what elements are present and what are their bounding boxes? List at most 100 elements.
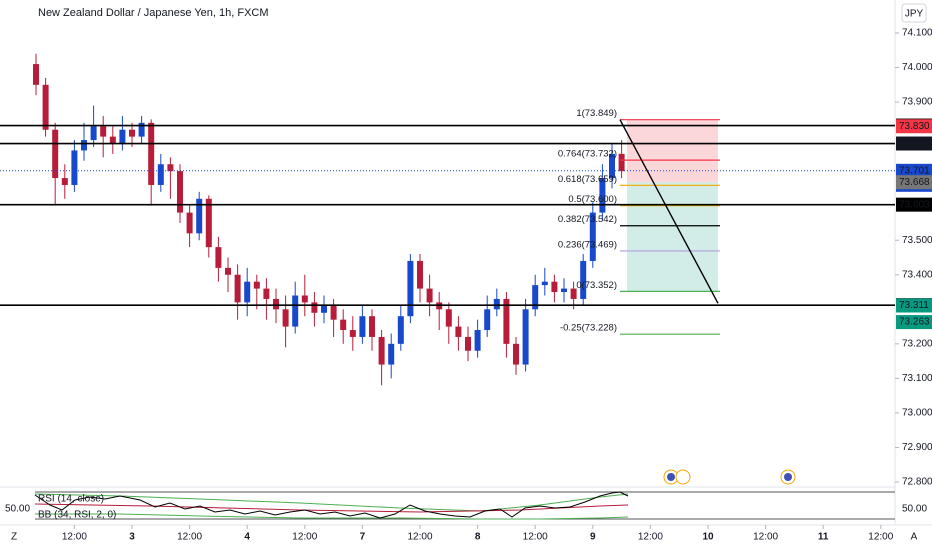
- candle-body: [157, 164, 164, 185]
- candle-body: [369, 316, 375, 337]
- bb-lower: [35, 513, 629, 520]
- candle-body: [599, 178, 606, 213]
- fib-label: 0.618(73.659): [558, 174, 617, 185]
- candle-body: [426, 288, 433, 303]
- candle-body: [503, 298, 510, 344]
- candle-body: [109, 136, 116, 144]
- x-tick-label: 7: [360, 532, 366, 543]
- candle-body: [100, 126, 107, 137]
- candle-body: [263, 288, 270, 299]
- y-tick-label: 74.000: [902, 62, 932, 73]
- x-tick-label: 12:00: [523, 532, 548, 543]
- price-label-bg: [896, 175, 932, 190]
- candle-body: [541, 281, 548, 286]
- currency-label[interactable]: JPY: [905, 9, 924, 20]
- x-tick-label: 4: [244, 532, 250, 543]
- candle-body: [225, 267, 231, 275]
- price-label-bg: [896, 136, 932, 151]
- y-tick-label: 73.400: [902, 269, 932, 280]
- candle-body: [561, 288, 567, 293]
- candle-body: [138, 122, 145, 137]
- x-tick-label: 8: [475, 532, 481, 543]
- candle-body: [311, 302, 318, 313]
- x-tick-label: 10: [702, 532, 714, 543]
- event-icon[interactable]: [675, 469, 691, 485]
- candle-body: [330, 305, 337, 320]
- candle-body: [618, 153, 625, 172]
- candle-body: [129, 129, 135, 137]
- candle-body: [71, 150, 78, 185]
- candle-body: [61, 178, 68, 185]
- candle-body: [234, 274, 241, 303]
- candle-body: [388, 343, 395, 365]
- candle-body: [407, 260, 414, 317]
- candle-body: [522, 309, 529, 365]
- candle-body: [474, 330, 481, 351]
- y-tick-label: 73.100: [902, 373, 932, 384]
- candle-body: [359, 316, 366, 337]
- candle-body: [244, 281, 251, 303]
- candle-body: [119, 129, 126, 144]
- candle-body: [349, 330, 356, 337]
- candle-body: [33, 64, 39, 85]
- y-tick-label: 73.000: [902, 408, 932, 419]
- x-tick-label: 12:00: [868, 532, 893, 543]
- fib-label: 1(73.849): [576, 108, 617, 119]
- candle-body: [551, 281, 558, 293]
- candle-body: [81, 140, 87, 151]
- corner-right[interactable]: A: [911, 532, 918, 543]
- bb-basis: [34, 503, 629, 513]
- y-tick-label: 73.900: [902, 97, 932, 108]
- candle-body: [90, 126, 97, 141]
- candle-body: [273, 298, 279, 310]
- candle-body: [52, 129, 59, 179]
- fib-label: 0.764(73.732): [558, 149, 617, 160]
- candle-body: [378, 336, 385, 365]
- y-tick-label: 73.200: [902, 338, 932, 349]
- position-diagonal: [619, 119, 719, 304]
- fib-label: 0.5(73.600): [568, 194, 617, 205]
- candle-body: [445, 309, 452, 327]
- rsi-level-left: 50.00: [5, 504, 30, 515]
- fib-label: 0.382(73.542): [558, 214, 617, 225]
- candle-body: [148, 122, 155, 185]
- x-tick-label: 12:00: [292, 532, 317, 543]
- candle-body: [253, 281, 260, 289]
- candle-body: [532, 285, 539, 310]
- price-label-bg: [896, 315, 932, 330]
- stop-zone: [627, 119, 718, 183]
- price-label-bg: [896, 197, 932, 212]
- price-label: 73.830: [899, 121, 930, 132]
- candle-body: [340, 319, 347, 331]
- x-tick-label: 12:00: [407, 532, 432, 543]
- candle-body: [580, 260, 587, 299]
- price-label: 73.668: [899, 177, 930, 188]
- candle-body: [417, 260, 423, 289]
- candle-body: [301, 295, 308, 303]
- x-tick-label: 12:00: [753, 532, 778, 543]
- x-tick-label: 12:00: [177, 532, 202, 543]
- candle-body: [282, 309, 289, 327]
- candle-body: [455, 326, 462, 337]
- currency-button[interactable]: [901, 3, 927, 23]
- candle-body: [196, 198, 203, 234]
- y-tick-label: 72.800: [902, 477, 932, 488]
- candle-body: [186, 212, 193, 234]
- fib-label: 0.236(73.469): [558, 239, 617, 250]
- x-tick-label: 3: [129, 532, 135, 543]
- candle-body: [215, 247, 222, 268]
- candle-body: [292, 295, 299, 327]
- event-icon-dot: [667, 473, 675, 481]
- price-label: 73.701: [899, 165, 930, 176]
- candle-body: [465, 336, 471, 351]
- event-icon-dot: [784, 473, 792, 481]
- rsi-label: RSI (14, close): [38, 494, 104, 505]
- candle-body: [513, 343, 519, 365]
- y-tick-label: 74.100: [902, 28, 932, 39]
- candle-body: [609, 153, 615, 179]
- price-label-bg: [896, 298, 932, 313]
- candle-body: [589, 212, 596, 261]
- x-tick-label: 12:00: [62, 532, 87, 543]
- corner-left[interactable]: Z: [11, 532, 17, 543]
